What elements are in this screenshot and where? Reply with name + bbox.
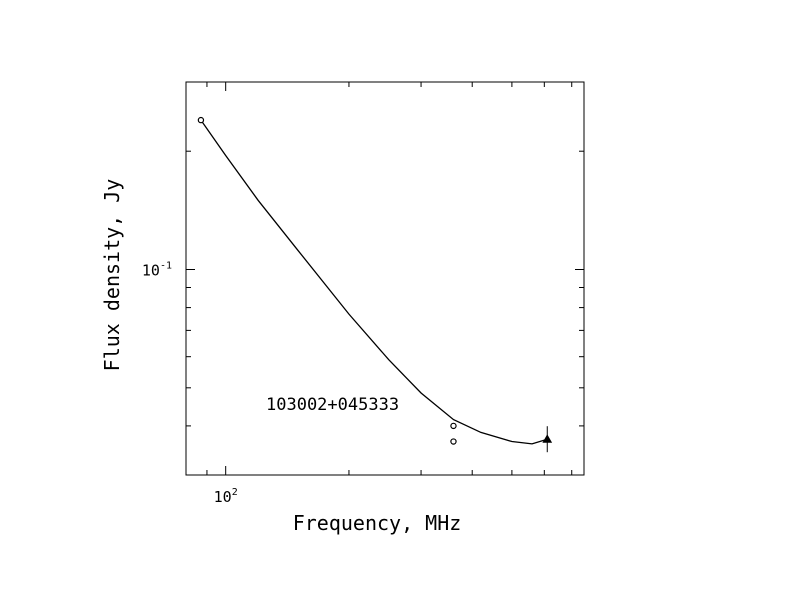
data-point-0: [197, 116, 205, 124]
y-tick-label-0.1: 10-1: [142, 261, 172, 280]
x-axis-title: Frequency, MHz: [293, 511, 462, 535]
axis-ticks: [185, 81, 584, 476]
source-annotation: 103002+045333: [266, 395, 399, 415]
fit-curve: [200, 119, 548, 445]
y-axis-title: Flux density, Jy: [100, 179, 124, 372]
data-point-2: [450, 438, 457, 445]
data-points: [197, 116, 553, 453]
plot-frame: [185, 81, 585, 476]
data-point-1: [450, 422, 457, 430]
x-tick-label-100: 102: [214, 487, 238, 506]
